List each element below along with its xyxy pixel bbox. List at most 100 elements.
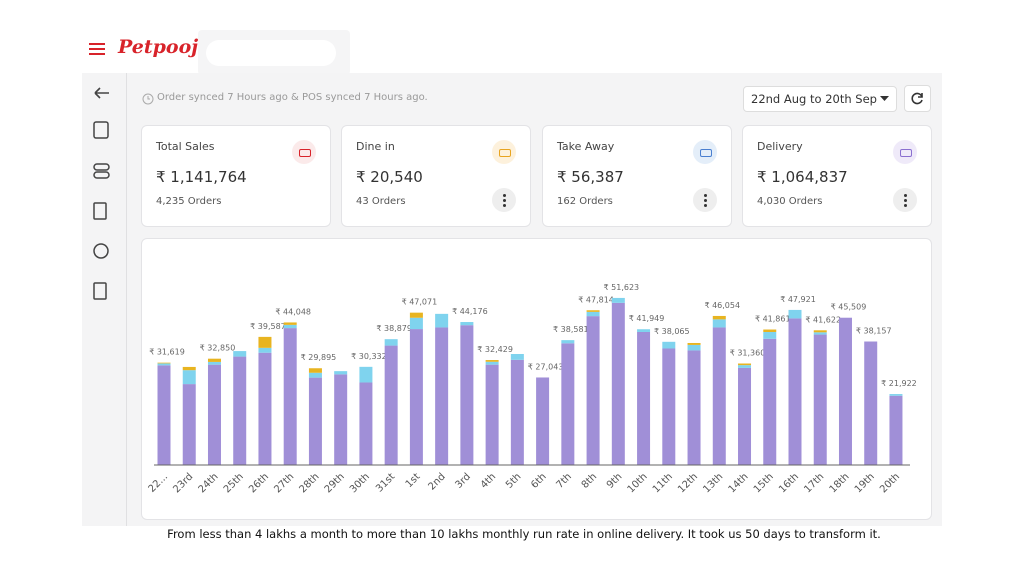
bar-segment [233,356,247,465]
x-tick-label: 29th [323,471,347,495]
summary-card: Total Sales ₹ 1,141,764 4,235 Orders [141,125,331,227]
bar-segment [788,309,802,319]
refresh-button[interactable] [904,85,931,112]
bar-segment [864,341,878,465]
sidebar-icon[interactable] [93,243,109,259]
placeholder [198,30,350,75]
bar-segment [435,327,449,465]
bar-segment [813,332,827,335]
bar-segment [763,331,777,339]
x-tick-label: 27th [272,471,296,495]
sidebar-icon[interactable] [93,202,107,220]
bar-segment [763,329,777,332]
date-dropdown[interactable]: 22nd Aug to 20th Sep [743,86,897,112]
sidebar-icon[interactable] [93,163,110,171]
value-label: ₹ 38,157 [856,327,892,336]
x-tick-label: 24th [197,471,221,495]
x-tick-label: 23rd [171,471,195,495]
bar-segment [409,317,423,330]
x-tick-label: 15th [752,471,776,495]
chart: ₹ 31,619 22... 23rd ₹ 32,850 24th 25th ₹ 39,58… [147,283,917,495]
more-button[interactable] [893,188,917,212]
bar-segment [258,336,272,348]
x-tick-label: 6th [529,471,549,491]
value-label: ₹ 44,048 [275,307,311,316]
summary-card: Take Away ₹ 56,387 162 Orders [542,125,732,227]
x-tick-label: 8th [580,471,600,491]
bar-segment [435,313,449,328]
card-orders: 162 Orders [557,196,613,207]
kebab-dot [704,194,707,197]
card-icon [693,140,717,164]
card-orders: 4,030 Orders [757,196,823,207]
x-tick-label: 25th [222,471,246,495]
bar-segment [359,366,373,383]
summary-card: Dine in ₹ 20,540 43 Orders [341,125,531,227]
value-label: ₹ 38,879 [376,324,412,333]
kebab-dot [704,199,707,202]
card-amount: ₹ 1,141,764 [156,168,247,186]
value-label: ₹ 46,054 [704,301,740,310]
x-tick-label: 13th [701,471,725,495]
bar-segment [662,341,676,349]
bar-segment [637,331,651,465]
bar-segment [889,395,903,465]
sidebar-icon[interactable] [93,171,110,179]
bar-segment [334,371,348,375]
more-button[interactable] [693,188,717,212]
bar-segment [384,339,398,346]
card-amount: ₹ 20,540 [356,168,423,186]
value-label: ₹ 41,622 [805,315,841,324]
bar-segment [233,351,247,357]
bar-segment [308,377,322,465]
back-button[interactable] [94,87,109,99]
sidebar [93,87,110,300]
card-orders: 4,235 Orders [156,196,222,207]
bar-segment [586,311,600,317]
card-icon-glyph [499,149,511,157]
value-label: ₹ 51,623 [604,283,640,292]
card-icon-glyph [700,149,712,157]
bar-segment [687,350,701,465]
bar-segment [561,343,575,465]
bar-segment [712,319,726,328]
card-icon [492,140,516,164]
menu-button[interactable] [88,42,106,56]
x-tick-label: 10th [626,471,650,495]
value-label: ₹ 47,814 [578,295,614,304]
bar-segment [460,325,474,465]
caption: From less than 4 lakhs a month to more t… [167,527,881,541]
bar-segment [838,317,852,465]
bar-segment [157,363,171,366]
caret [880,96,889,101]
card-icon-glyph [900,149,912,157]
sidebar-icon[interactable] [93,282,107,300]
kebab-dot [904,204,907,207]
x-tick-label: 4th [479,471,499,491]
x-tick-label: 28th [298,471,322,495]
card-amount: ₹ 1,064,837 [757,168,848,186]
bar-segment [712,327,726,465]
bar-segment [611,302,625,465]
kebab-dot [503,199,506,202]
bar-segment [485,364,499,465]
value-label: ₹ 32,850 [200,344,236,353]
card-title: Delivery [757,140,803,153]
placeholder-pill [206,40,336,66]
clock-icon [142,93,154,105]
x-tick-label: 7th [554,471,574,491]
bar-segment [409,312,423,318]
bar-segment [485,360,499,362]
x-tick-label: 3rd [453,471,473,491]
bar-segment [258,352,272,465]
kebab-dot [503,194,506,197]
bar-segment [687,342,701,345]
bar-segment [359,382,373,465]
value-label: ₹ 47,921 [780,295,816,304]
sidebar-icon[interactable] [93,121,109,139]
more-button[interactable] [492,188,516,212]
bar-segment [283,322,297,325]
kebab-dot [904,199,907,202]
bar-segment [788,318,802,465]
